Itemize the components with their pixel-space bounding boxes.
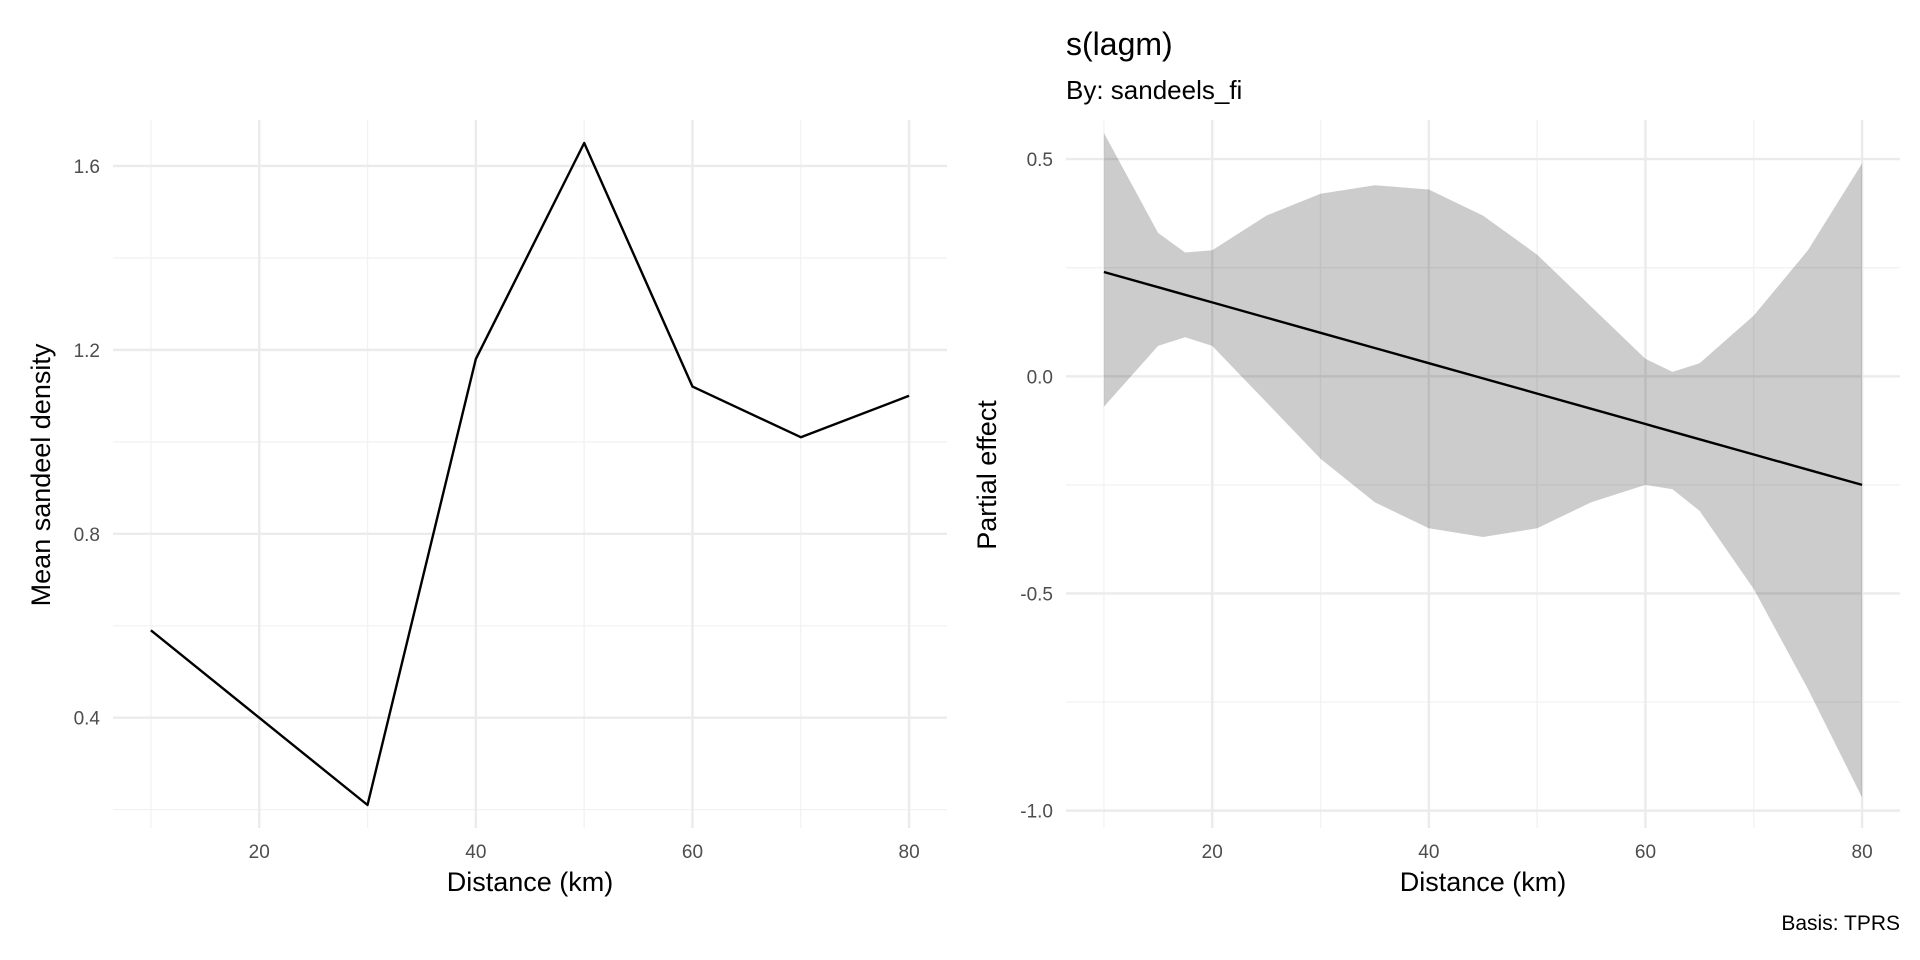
right-x-tick-label: 20 xyxy=(1202,842,1223,863)
left-y-tick-label: 0.8 xyxy=(74,525,100,546)
right-plot-caption: Basis: TPRS xyxy=(1781,912,1900,935)
left-ticks: 20 40 60 80 0.4 0.8 1.2 1.6 xyxy=(74,157,920,863)
left-x-tick-label: 80 xyxy=(899,842,920,863)
right-grid xyxy=(1066,120,1900,828)
right-y-tick-label: 0.0 xyxy=(1027,367,1053,388)
left-x-tick-label: 20 xyxy=(249,842,270,863)
right-y-tick-label: 0.5 xyxy=(1027,150,1053,171)
left-x-tick-label: 60 xyxy=(682,842,703,863)
right-series-line xyxy=(1103,270,1863,487)
right-x-tick-label: 80 xyxy=(1852,842,1873,863)
right-plot-subtitle: By: sandeels_fi xyxy=(1066,75,1242,105)
right-plot-title: s(lagm) xyxy=(1066,26,1173,62)
left-x-axis-title: Distance (km) xyxy=(447,867,614,897)
left-y-axis-title: Mean sandeel density xyxy=(26,343,56,606)
left-y-tick-label: 1.6 xyxy=(74,157,100,178)
right-x-axis-title: Distance (km) xyxy=(1400,867,1567,897)
right-x-tick-label: 60 xyxy=(1635,842,1656,863)
right-panel: s(lagm) By: sandeels_fi 20 40 60 80 -1.0 -0.5… xyxy=(972,26,1900,935)
left-panel: 20 40 60 80 0.4 0.8 1.2 1.6 Distance (km) Mean … xyxy=(26,120,947,897)
right-marks xyxy=(1103,133,1863,798)
right-y-axis-title: Partial effect xyxy=(972,400,1002,550)
right-confidence-band xyxy=(1103,133,1863,798)
right-ticks: 20 40 60 80 -1.0 -0.5 0.0 0.5 xyxy=(1020,150,1872,863)
right-y-tick-label: -0.5 xyxy=(1020,584,1053,605)
left-x-tick-label: 40 xyxy=(465,842,486,863)
right-x-tick-label: 40 xyxy=(1418,842,1439,863)
left-marks xyxy=(150,141,910,807)
left-y-tick-label: 0.4 xyxy=(74,709,101,730)
right-y-tick-label: -1.0 xyxy=(1020,802,1053,823)
left-y-tick-label: 1.2 xyxy=(74,341,100,362)
left-series-line xyxy=(150,141,910,807)
left-grid xyxy=(113,120,947,828)
